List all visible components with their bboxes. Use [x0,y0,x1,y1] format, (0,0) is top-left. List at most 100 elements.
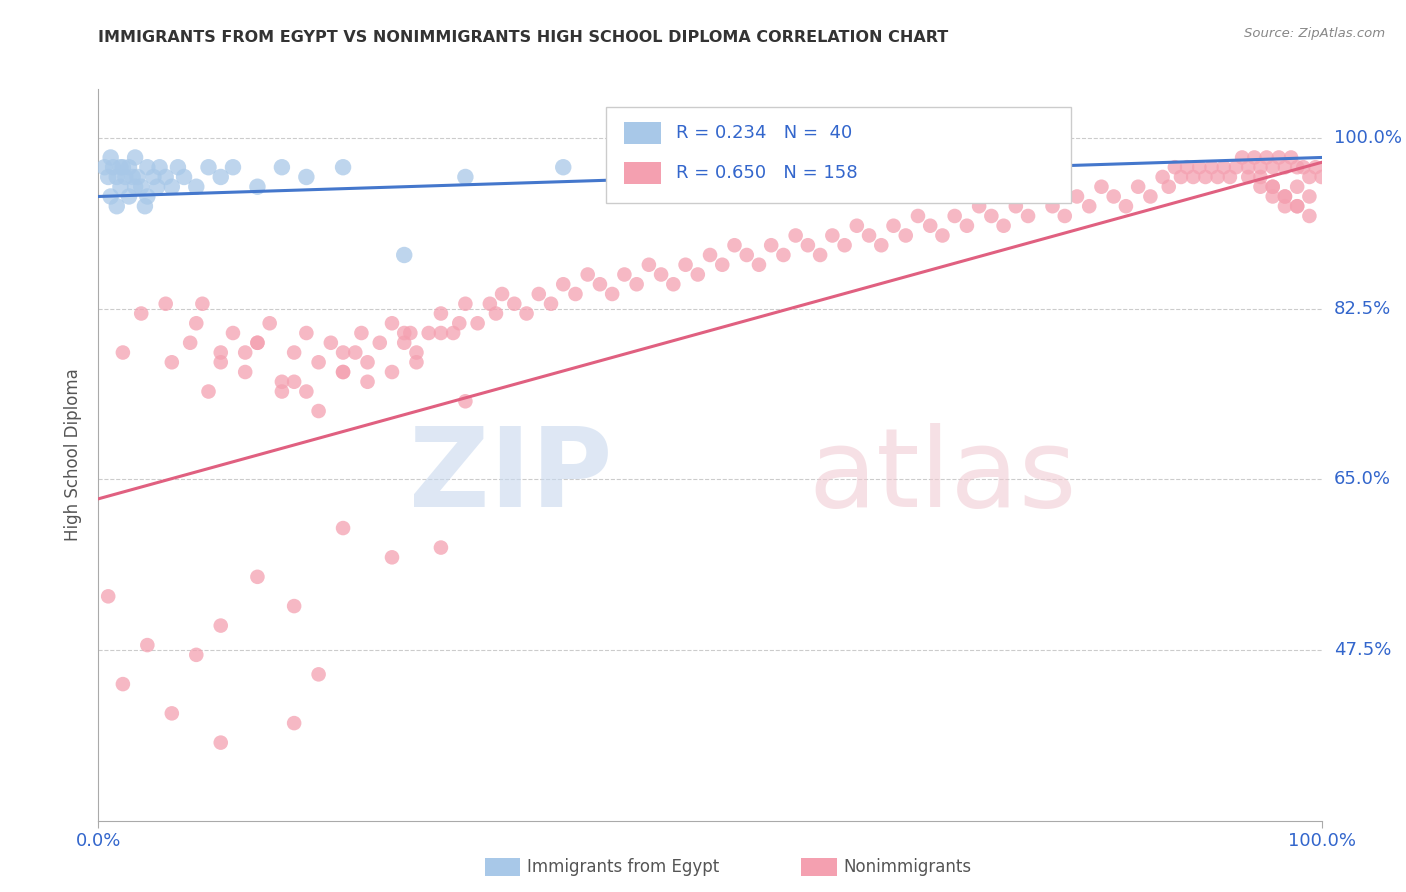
Point [967,199,990,213]
FancyBboxPatch shape [624,162,661,185]
Point [209,345,232,359]
Point [146,179,169,194]
Point [160,706,183,721]
Point [1243,151,1265,165]
Point [136,160,159,174]
Point [761,238,783,252]
Point [110,179,132,194]
Point [1305,160,1327,174]
Point [270,384,294,399]
Point [418,326,440,340]
Point [858,228,880,243]
Point [920,219,942,233]
Point [956,219,979,233]
Point [1128,179,1150,194]
Point [686,268,709,282]
Point [1249,169,1271,184]
Point [1274,189,1296,203]
Point [186,179,208,194]
Point [485,306,508,320]
Point [1042,199,1064,213]
Text: 82.5%: 82.5% [1334,300,1391,318]
Point [441,326,464,340]
Point [1298,169,1320,184]
Point [155,297,177,311]
Point [93,160,115,174]
Point [797,238,820,252]
Point [1261,179,1284,194]
Point [344,345,367,359]
Point [675,258,697,272]
Point [1212,160,1234,174]
Point [105,199,128,213]
Point [637,258,661,272]
Point [173,169,195,184]
Point [197,160,219,174]
Point [100,151,122,165]
Point [662,277,685,292]
Text: atlas: atlas [808,424,1077,531]
Point [834,238,856,252]
Point [491,287,513,301]
Point [845,219,868,233]
Point [381,365,404,379]
Point [97,169,120,184]
Point [399,326,422,340]
Point [392,335,416,350]
Point [1249,160,1271,174]
Point [121,169,143,184]
Point [907,209,929,223]
Point [1219,169,1241,184]
Point [246,335,269,350]
Point [478,297,501,311]
Point [1237,169,1260,184]
Point [246,335,269,350]
Y-axis label: High School Diploma: High School Diploma [65,368,83,541]
Point [1139,189,1161,203]
Point [283,375,305,389]
Point [233,365,256,379]
Point [600,287,623,301]
Point [136,189,159,203]
Point [527,287,550,301]
Point [1201,160,1223,174]
Point [515,306,537,320]
Point [111,345,134,359]
Point [114,169,136,184]
Point [626,277,648,292]
Point [295,326,318,340]
Point [748,258,770,272]
Point [430,326,453,340]
Point [134,199,156,213]
Point [540,297,562,311]
Point [553,160,575,174]
Point [1286,160,1309,174]
Point [332,160,354,174]
Point [179,335,201,350]
Point [711,258,734,272]
Text: 47.5%: 47.5% [1334,641,1392,659]
Point [1274,199,1296,213]
Point [1256,151,1278,165]
Point [332,365,354,379]
Point [1078,199,1101,213]
Point [1182,169,1205,184]
Point [454,394,477,409]
Text: R = 0.234   N =  40: R = 0.234 N = 40 [676,124,852,142]
Point [100,189,122,203]
Point [1237,160,1260,174]
Point [186,648,208,662]
Point [405,345,427,359]
Point [97,590,120,604]
Point [270,375,294,389]
Point [613,268,636,282]
Point [1157,179,1180,194]
Point [980,209,1002,223]
Point [259,316,281,330]
Point [270,160,294,174]
Point [1053,209,1076,223]
Point [368,335,391,350]
FancyBboxPatch shape [624,122,661,145]
Point [127,169,149,184]
Point [105,169,128,184]
